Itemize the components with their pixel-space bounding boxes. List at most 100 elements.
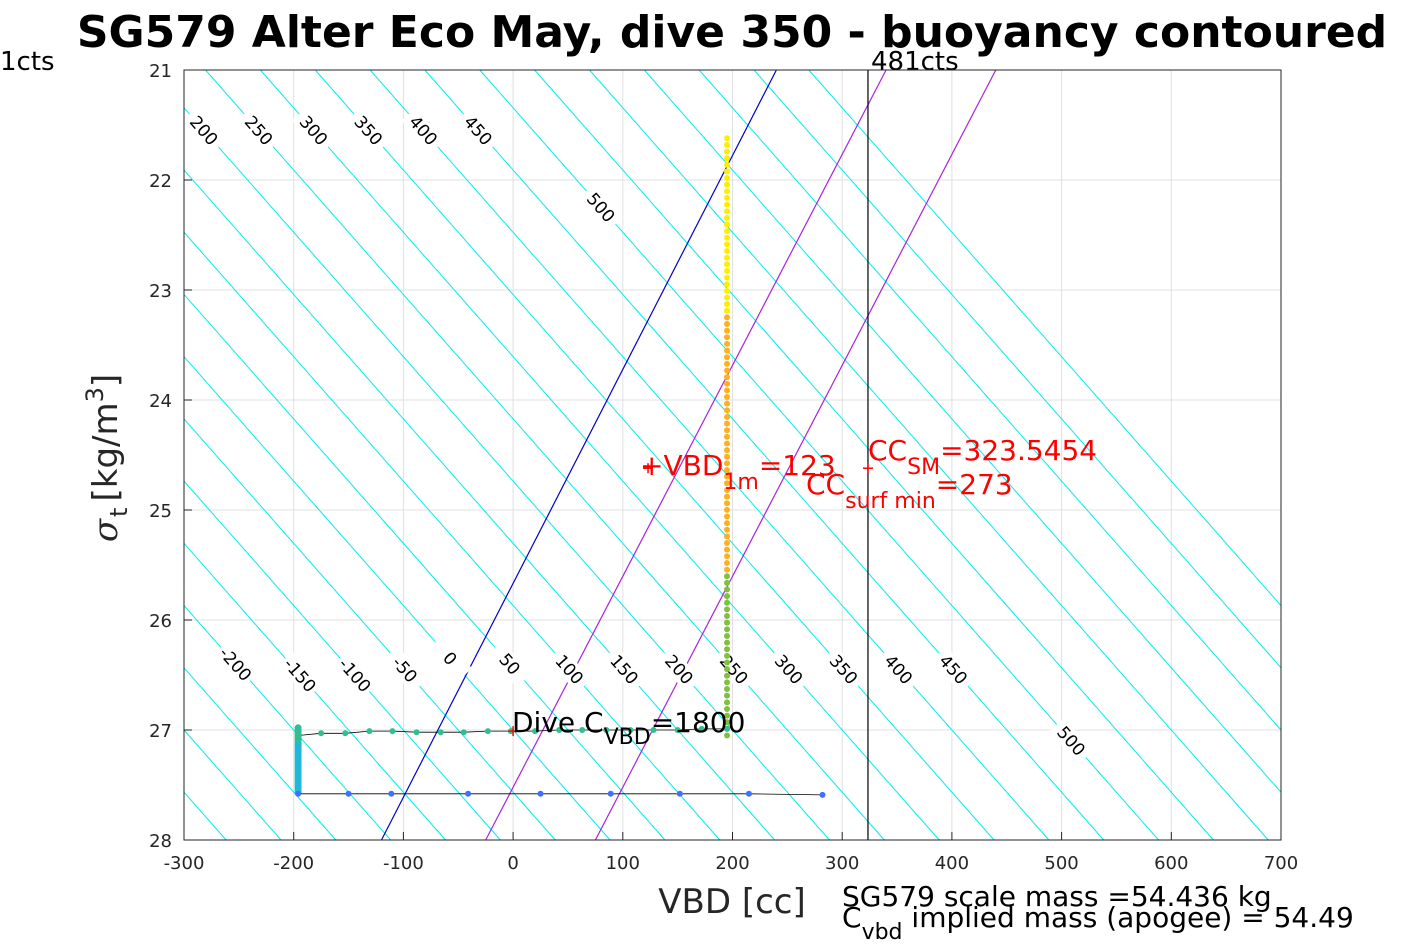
- contour-line: [259, 69, 940, 841]
- descent-point: [724, 579, 731, 586]
- descent-point: [724, 168, 731, 175]
- contour-line: [808, 69, 1282, 606]
- contour-label-bg: [291, 107, 336, 154]
- x-tick-label: 200: [715, 853, 749, 874]
- x-tick-label: 0: [507, 853, 518, 874]
- x-tick-labels: -300 -200 -100 0 100 200 300 400 500 600 700: [164, 832, 1298, 874]
- descent-point: [724, 526, 731, 533]
- contour-label-bg: [236, 107, 281, 154]
- descent-point: [724, 460, 731, 467]
- contour-label-bg: [602, 646, 647, 693]
- descent-point: [724, 254, 731, 261]
- contour-label-bg: [428, 635, 473, 682]
- contour-label-bg: [487, 640, 532, 688]
- y-tick-label: 26: [149, 611, 172, 632]
- contour-line: [753, 69, 1282, 669]
- descent-point: [724, 148, 731, 155]
- contour-label-bg: [876, 646, 921, 693]
- dive-cvbd-annotation: Dive CVBD=1800: [512, 706, 745, 750]
- descent-point: [724, 719, 731, 726]
- reference-lines: [380, 69, 997, 841]
- contour-line: [424, 69, 1105, 841]
- descent-point: [724, 599, 731, 606]
- y-axis-units: [kg/m: [86, 402, 126, 501]
- contour-label-bg: [401, 107, 446, 154]
- descent-point: [724, 400, 731, 407]
- mid-point: [484, 728, 491, 735]
- descent-point: [724, 274, 731, 281]
- contour-label-bg: [766, 646, 811, 693]
- descent-point: [724, 374, 731, 381]
- descent-point: [724, 573, 731, 580]
- y-axis-sigma: σ: [86, 518, 126, 542]
- descent-point: [724, 586, 731, 593]
- y-axis-units-close: ]: [86, 374, 126, 387]
- descent-point: [724, 692, 731, 699]
- contour-line: [314, 69, 995, 841]
- y-tick-label: 28: [149, 831, 172, 852]
- descent-point: [724, 141, 731, 148]
- contour-line: [183, 107, 830, 841]
- contour-label-bg: [181, 107, 227, 154]
- descent-point: [724, 533, 731, 540]
- mid-point: [318, 730, 325, 737]
- descent-point: [724, 407, 731, 414]
- descent-point: [724, 473, 731, 480]
- contour-label-bg: [213, 640, 258, 688]
- contour-label-bg: [382, 646, 427, 693]
- descent-point: [724, 659, 731, 666]
- x-tick-label: 500: [1044, 853, 1078, 874]
- descent-point: [724, 619, 731, 626]
- y-tick-label: 22: [149, 171, 172, 192]
- y-tick-label: 25: [149, 501, 172, 522]
- descent-point: [724, 553, 731, 560]
- descent-point: [724, 175, 731, 182]
- descent-point: [724, 334, 731, 341]
- bottom-point: [465, 790, 472, 797]
- descent-point: [724, 340, 731, 347]
- descent-point: [724, 486, 731, 493]
- descent-point: [724, 732, 731, 739]
- descent-point: [724, 261, 731, 268]
- vbd-1m-annotation: +VBD1m=123: [640, 449, 836, 495]
- y-tick-label: 27: [149, 721, 172, 742]
- descent-point: [724, 520, 731, 527]
- descent-point: [724, 294, 731, 301]
- descent-point: [724, 540, 731, 547]
- descent-point: [724, 281, 731, 288]
- contour-line: [183, 231, 721, 841]
- descent-point: [724, 440, 731, 447]
- svg-text:σt[kg/m3]: σt [kg/m3]: [81, 374, 133, 542]
- descent-point: [724, 248, 731, 255]
- red-markers: [508, 463, 873, 737]
- contour-line: [589, 69, 1269, 841]
- descent-point: [724, 380, 731, 387]
- descent-point: [724, 413, 731, 420]
- contour-line: [698, 69, 1282, 731]
- y-axis-label: σt [kg/m3]: [81, 374, 133, 542]
- y-axis-units-exp: 3: [81, 387, 109, 402]
- descent-point: [724, 546, 731, 553]
- descent-point: [724, 360, 731, 367]
- contour-line: [183, 418, 556, 841]
- bottom-point: [745, 790, 752, 797]
- x-tick-label: 300: [825, 853, 859, 874]
- zero-buoyancy-line: [380, 69, 777, 841]
- bottom-point: [676, 790, 683, 797]
- descent-point: [724, 221, 731, 228]
- descent-point: [724, 480, 731, 487]
- contour-line: [205, 69, 885, 841]
- bottom-point: [819, 791, 826, 798]
- descent-point: [724, 646, 731, 653]
- contour-line: [183, 791, 227, 841]
- mid-point: [724, 725, 731, 732]
- descent-point: [724, 606, 731, 613]
- descent-point: [724, 287, 731, 294]
- descent-point: [724, 135, 731, 142]
- x-tick-label: -200: [273, 853, 314, 874]
- descent-point: [724, 666, 731, 673]
- descent-point: [724, 214, 731, 221]
- descent-point: [724, 686, 731, 693]
- contour-line: [183, 543, 446, 841]
- descent-point: [724, 672, 731, 679]
